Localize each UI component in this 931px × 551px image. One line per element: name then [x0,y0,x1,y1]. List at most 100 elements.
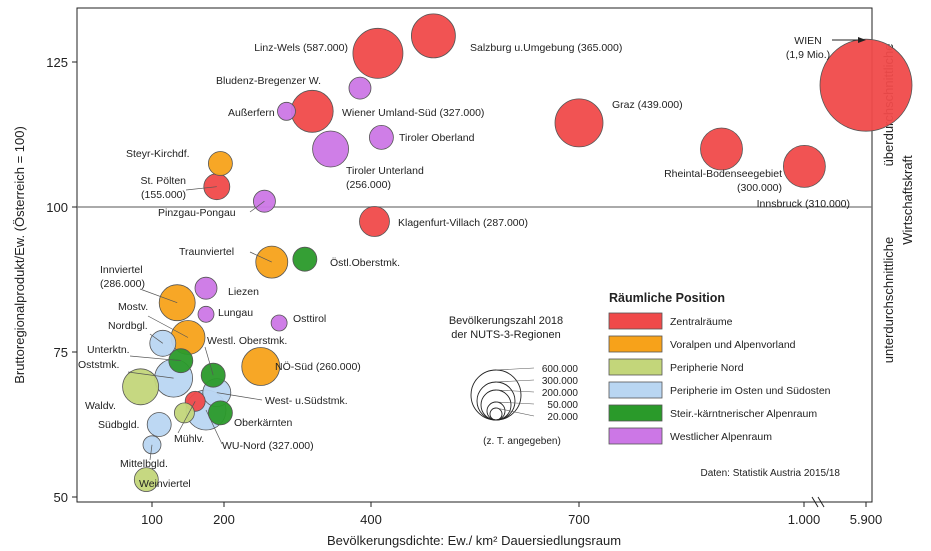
leader-line [149,444,153,461]
size-legend-leader [495,407,535,417]
x-tick-label: 400 [360,512,382,527]
bubble [819,38,913,132]
legend-swatch [608,312,663,330]
point-label: West- u.Südstmk. [265,395,348,407]
bubble [277,101,296,121]
size-legend-value: 600.000 [542,364,579,375]
bubble [410,13,456,59]
leader-line [185,186,217,191]
leader-line [127,371,174,379]
legend-swatch [608,381,663,399]
point-label: Linz-Wels (587.000) [254,42,348,54]
point-label: Liezen [228,286,259,298]
y-tick-label: 100 [46,200,68,215]
x-tick-label: 5.900 [850,512,883,527]
legend-label: Steir.-kärntnerischer Alpenraum [670,408,817,420]
point-label: Lungau [218,307,253,319]
y-tick-label: 75 [54,345,68,360]
point-label: Nordbgl. [108,320,148,332]
point-label: Mittelbgld. [120,458,168,470]
point-label: Mühlv. [174,433,204,445]
bubble [782,144,826,188]
y-axis-ticks: 50 75 100 125 [46,55,77,505]
point-label: Waldv. [85,400,116,412]
bubble [348,76,372,100]
right-label-bottom: unterdurchschnittliche [881,237,896,363]
legend-label: Westlicher Alpenraum [670,431,772,443]
point-label: Außerfern [228,107,275,119]
bubble [352,27,404,79]
point-label: Innsbruck (310.000) [757,198,850,210]
bubble [122,368,160,406]
point-label: Wiener Umland-Süd (327.000) [342,107,484,119]
legend-swatch [608,358,663,376]
legend-label: Peripherie Nord [670,362,744,374]
legend: Zentralräume Voralpen und Alpenvorland Per… [608,312,831,445]
point-label: Westl. Oberstmk. [207,335,287,347]
legend-label: Zentralräume [670,316,733,328]
size-legend-leader [495,379,535,383]
leader-line [205,409,223,445]
legend-swatch [608,404,663,422]
leader-line [216,392,263,401]
bubble [133,467,159,493]
legend-label: Voralpen und Alpenvorland [670,339,796,351]
legend-title: Räumliche Position [609,291,725,305]
bubble [292,246,318,272]
legend-label: Peripherie im Osten und Südosten [670,385,831,397]
point-label: Klagenfurt-Villach (287.000) [398,217,528,229]
point-label: Salzburg u.Umgebung (365.000) [470,42,622,54]
source-note: Daten: Statistik Austria 2015/18 [700,468,840,479]
x-axis-ticks: 100 200 400 700 1.000 5.900 [141,502,882,527]
bubble [359,206,390,237]
leader-line [249,251,272,263]
size-legend-value: 200.000 [542,388,579,399]
point-label: Unterktn. [87,344,130,356]
point-label: Osttirol [293,313,326,325]
point-label: Pinzgau-Pongau [158,207,236,219]
point-label: WIEN (1,9 Mio.) [786,35,830,61]
point-labels: WIEN (1,9 Mio.) Linz-Wels (587.000) Salzbur… [78,35,850,490]
bubble [207,151,233,176]
size-legend-value: 50.000 [547,400,578,411]
wien-arrow [832,37,866,43]
point-label: Tiroler Unterland (256.000) [346,165,424,191]
bubble [290,89,334,133]
x-axis-break [811,496,825,508]
y-tick-label: 125 [46,55,68,70]
point-label: Rheintal-Bodenseegebiet (300.000) [664,168,782,194]
point-label: Bludenz-Bregenzer W. [216,75,321,87]
point-label: St. Pölten (155.000) [140,175,186,201]
bubble [700,127,743,171]
point-label: Oststmk. [78,359,119,371]
bubble [241,347,281,386]
point-label: Oberkärnten [234,417,293,429]
x-tick-label: 100 [141,512,163,527]
point-label: Innviertel (286.000) [100,264,145,290]
size-legend-leader [495,389,535,393]
legend-swatch [608,335,663,353]
size-legend-value: 300.000 [542,376,579,387]
x-axis-label: Bevölkerungsdichte: Ew./ km² Dauersiedlu… [327,533,621,548]
point-label: Traunviertel [179,246,234,258]
leader-line [139,288,178,304]
leader-line [147,315,189,338]
point-label: Mostv. [118,301,148,313]
size-legend-note: (z. T. angegeben) [483,436,561,447]
bubble [194,276,218,300]
leader-lines [127,186,272,461]
point-label: NÖ-Süd (260.000) [275,361,361,373]
leader-line [177,401,196,434]
size-legend-value: 20.000 [547,412,578,423]
bubble [554,98,604,148]
bubble [197,305,215,323]
leader-line [149,333,164,344]
point-label: Steyr-Kirchdf. [126,148,190,160]
y-tick-label: 50 [54,490,68,505]
size-legend-title-1: Bevölkerungszahl 2018 [449,315,563,327]
bubble [146,412,172,437]
point-label: Östl.Oberstmk. [330,257,400,269]
leader-line [129,355,181,362]
bubble [312,130,349,168]
point-label: Südbgld. [98,419,139,431]
